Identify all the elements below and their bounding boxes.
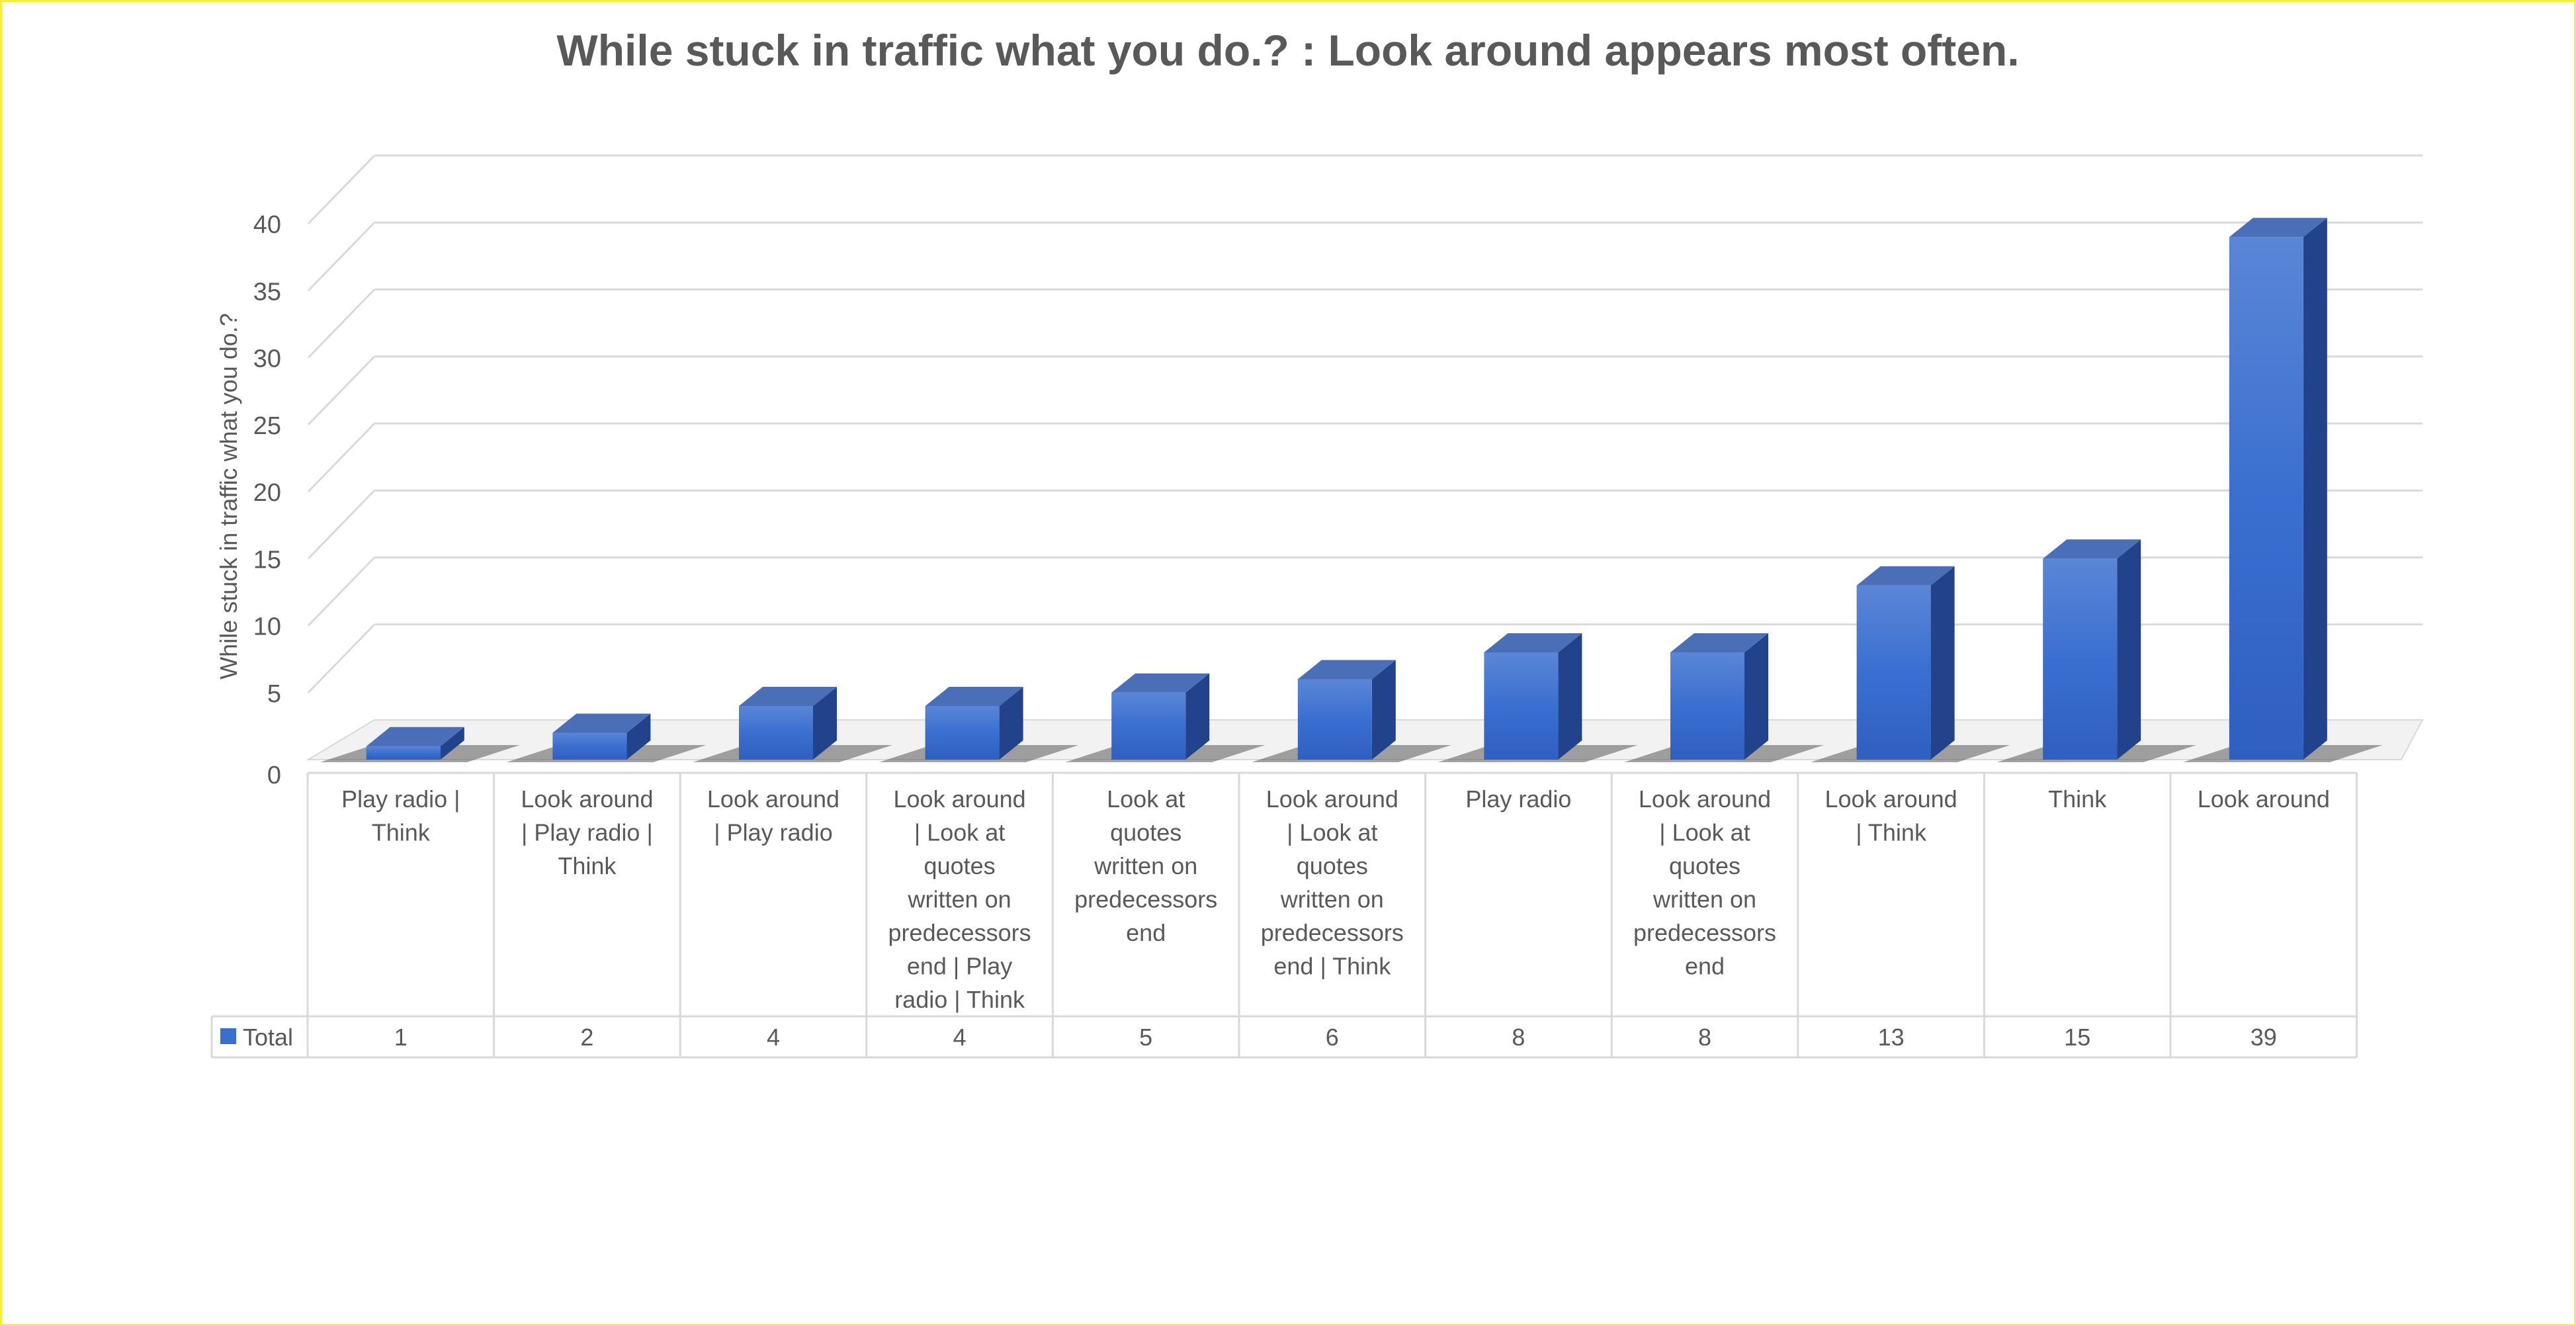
bar: [1624, 633, 1824, 762]
bar-top-face: [366, 727, 464, 746]
data-table-value: 13: [1878, 1024, 1905, 1051]
bar-front-face: [2229, 237, 2303, 760]
bar-side-face: [440, 727, 464, 760]
category-label: Play radio: [1465, 785, 1571, 813]
bar: [1251, 660, 1451, 762]
bar-front-face: [1111, 692, 1186, 760]
y-axis-label: While stuck in traffic what you do.?: [215, 313, 242, 680]
bar: [506, 713, 707, 762]
bar-side-face: [626, 713, 651, 760]
bar-front-face: [1297, 679, 1372, 760]
data-table-value: 4: [767, 1024, 780, 1051]
data-table-value: 39: [2251, 1024, 2277, 1051]
gridline-side: [307, 154, 376, 225]
data-table-value: 6: [1326, 1024, 1339, 1051]
bar-top-face: [552, 713, 651, 733]
bar-front-face: [925, 706, 1000, 760]
bar-side-face: [999, 687, 1023, 760]
bar: [320, 727, 520, 762]
category-label: Look around | Look at quotes written on pred…: [1633, 785, 1776, 980]
bar-side-face: [1558, 633, 1582, 760]
bar-front-face: [552, 732, 627, 760]
y-tick-label: 10: [253, 613, 281, 641]
gridline-side: [307, 288, 376, 359]
gridline-side: [307, 623, 376, 693]
bar-side-face: [1185, 673, 1210, 760]
category-label: Look around | Think: [1825, 785, 1957, 846]
bar-side-face: [1744, 633, 1768, 760]
bars: [320, 218, 2383, 762]
data-table-value: 8: [1512, 1024, 1525, 1051]
bar-top-face: [2229, 218, 2327, 238]
bar-top-face: [1670, 633, 1768, 652]
data-table-value: 1: [394, 1024, 408, 1051]
gridline-side: [307, 490, 376, 560]
bar-top-face: [2043, 539, 2141, 559]
category-label: Look around: [2198, 785, 2330, 813]
data-table: Play radio | Think 1 Look around | Play radi…: [210, 772, 2358, 1059]
data-table-value: 8: [1698, 1024, 1711, 1051]
y-tick-label: 5: [267, 680, 281, 708]
bar: [1065, 673, 1266, 762]
bar-top-face: [1297, 660, 1396, 680]
data-table-value: 5: [1139, 1024, 1152, 1051]
category-label: Look around | Look at quotes written on pred…: [888, 785, 1031, 1013]
bar: [693, 687, 892, 762]
y-tick-label: 35: [253, 278, 281, 306]
y-tick-label: 15: [253, 546, 281, 574]
legend-key: [220, 1028, 236, 1044]
y-tick-label: 20: [253, 479, 281, 507]
bar-side-face: [813, 687, 837, 760]
bar-top-face: [1484, 633, 1582, 652]
category-label: Think: [2048, 785, 2107, 813]
bar-side-face: [2117, 539, 2141, 760]
category-label: Look around | Play radio | Think: [521, 785, 653, 879]
bar-side-face: [1371, 660, 1396, 760]
bar: [1438, 633, 1638, 762]
bar-top-face: [925, 687, 1023, 706]
bar-front-face: [1856, 585, 1931, 760]
bar-front-face: [2043, 558, 2118, 760]
bar: [1810, 566, 2010, 762]
bar-front-face: [739, 706, 813, 760]
y-tick-label: 25: [253, 412, 281, 440]
bar-side-face: [2303, 218, 2327, 760]
bar: [879, 687, 1079, 762]
gridline-side: [307, 355, 376, 425]
category-label: Look around | Play radio: [707, 785, 839, 846]
bar-top-face: [1856, 566, 1955, 586]
category-label: Look around | Look at quotes written on pred…: [1261, 785, 1404, 980]
y-tick-label: 30: [253, 345, 281, 373]
y-axis-ticks: 0 5 10 15 20 25 30 35 40: [253, 211, 281, 789]
category-label: Play radio | Think: [341, 785, 460, 846]
data-table-value: 15: [2064, 1024, 2090, 1051]
bar-front-face: [1484, 652, 1559, 760]
bar: [2182, 218, 2383, 762]
bar-top-face: [739, 687, 837, 706]
data-table-value: 2: [580, 1024, 593, 1051]
bar-front-face: [1670, 652, 1744, 760]
bar-front-face: [366, 746, 441, 760]
gridline-side: [307, 422, 376, 493]
chart-title: While stuck in traffic what you do.? : L…: [556, 26, 2020, 75]
gridline-side: [307, 556, 376, 627]
bar-side-face: [1930, 566, 1955, 760]
legend-series-label: Total: [243, 1024, 293, 1051]
y-tick-label: 40: [253, 211, 281, 239]
gridlines: [307, 154, 2423, 693]
y-tick-label: 0: [267, 762, 281, 789]
gridline-side: [307, 222, 376, 292]
bar: [1996, 539, 2197, 762]
data-table-value: 4: [953, 1024, 966, 1051]
bar-top-face: [1111, 673, 1210, 693]
category-label: Look at quotes written on predecessors end: [1074, 785, 1217, 946]
